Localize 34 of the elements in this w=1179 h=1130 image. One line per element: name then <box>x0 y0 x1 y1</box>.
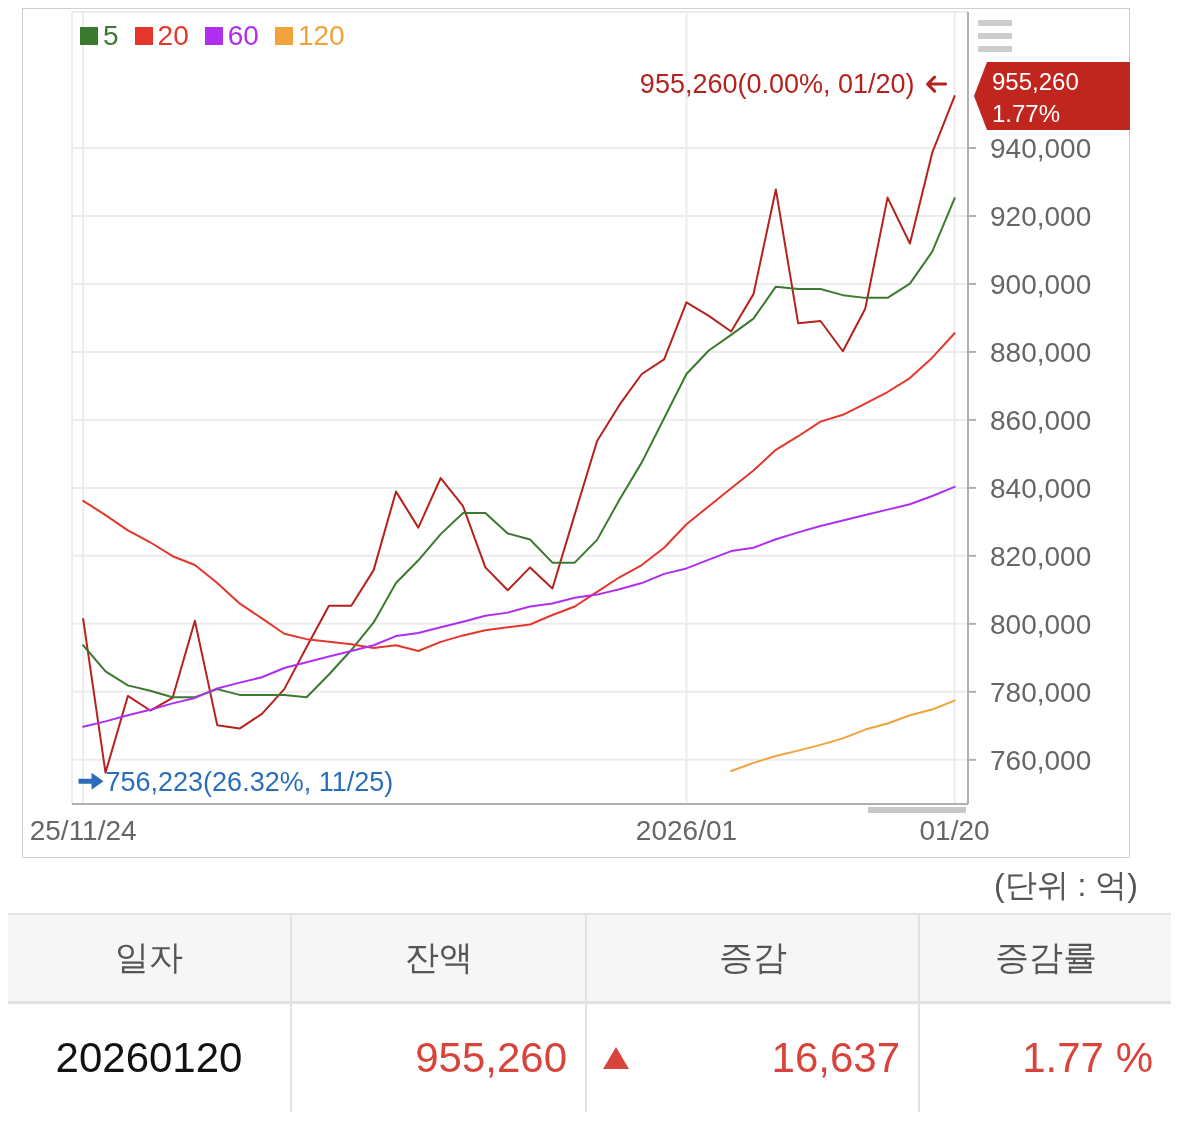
x-tick-label: 25/11/24 <box>29 814 137 846</box>
text: (단위 : 억) <box>994 867 1138 903</box>
text: 잔액 <box>404 937 473 978</box>
y-tick-label: 820,000 <box>990 540 1092 572</box>
x-tick-label: 2026/01 <box>635 814 738 846</box>
text: 1.77% <box>992 99 1061 127</box>
legend-label: 20 <box>157 20 189 51</box>
text: 1.77 % <box>1022 1034 1153 1082</box>
text: 955,260 <box>992 67 1079 95</box>
y-tick-label: 780,000 <box>990 676 1092 708</box>
annotation: 955,260(0.00%, 01/20) <box>639 69 915 100</box>
text: 20260120 <box>55 1034 243 1082</box>
legend-label: 5 <box>103 20 119 51</box>
x-tick-label: 01/20 <box>919 814 990 846</box>
y-tick-label: 880,000 <box>990 336 1092 368</box>
text: 955,260 <box>415 1034 567 1082</box>
annotation: 756,223(26.32%, 11/25) <box>105 766 394 797</box>
y-tick-label: 940,000 <box>990 132 1092 164</box>
y-tick-label: 840,000 <box>990 472 1092 504</box>
line-series <box>82 332 956 653</box>
text: 일자 <box>115 937 183 978</box>
y-tick-label: 760,000 <box>990 744 1092 776</box>
y-tick-label: 900,000 <box>990 268 1092 300</box>
legend-label: 60 <box>227 20 259 51</box>
text: 16,637 <box>771 1034 900 1082</box>
text: 증감 <box>718 937 787 978</box>
y-tick-label: 860,000 <box>990 404 1092 436</box>
text: 증감률 <box>994 937 1097 978</box>
y-tick-label: 920,000 <box>990 200 1092 232</box>
y-tick-label: 800,000 <box>990 608 1092 640</box>
line-series <box>82 197 956 699</box>
line-series <box>730 699 956 773</box>
legend-label: 120 <box>297 20 345 51</box>
line-series <box>82 485 956 728</box>
